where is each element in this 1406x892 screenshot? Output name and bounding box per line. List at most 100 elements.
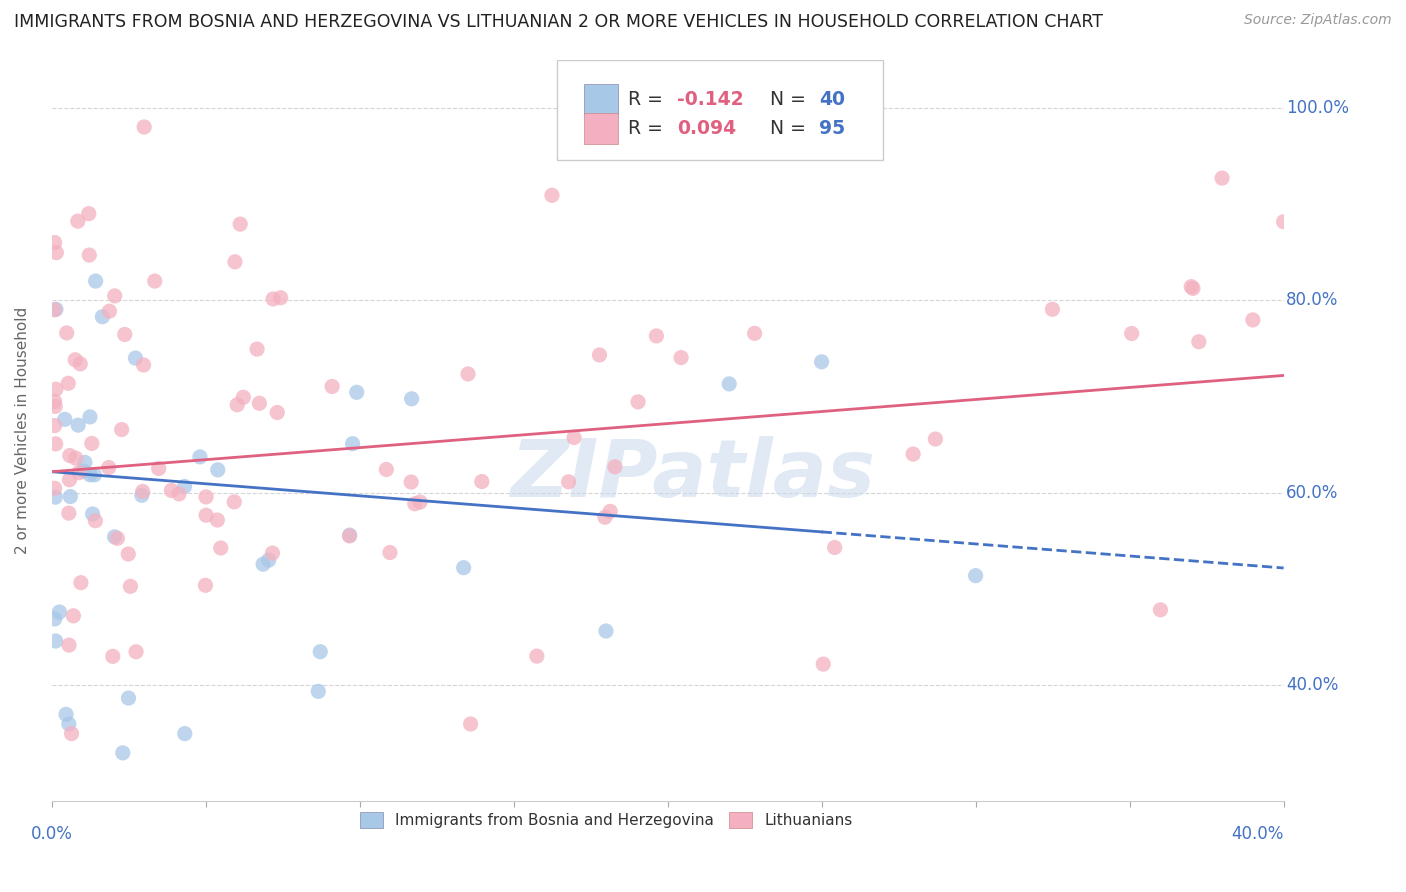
Point	[167, 487, 190, 501]
Point	[44, 481, 66, 495]
Point	[58, 506, 80, 520]
Point	[595, 624, 617, 638]
Point	[65, 352, 87, 367]
Point	[194, 578, 217, 592]
Point	[404, 497, 426, 511]
Point	[58, 638, 80, 652]
Point	[378, 545, 401, 559]
Point	[1042, 302, 1064, 317]
Point	[824, 541, 846, 555]
Point	[224, 495, 246, 509]
Point	[97, 460, 120, 475]
Point	[131, 488, 153, 502]
Text: 40.0%: 40.0%	[1286, 676, 1339, 695]
Point	[173, 726, 195, 740]
FancyBboxPatch shape	[583, 84, 619, 115]
Point	[72, 464, 94, 478]
Point	[53, 412, 76, 426]
Point	[599, 504, 621, 518]
Point	[45, 634, 67, 648]
Point	[188, 450, 211, 464]
Point	[224, 255, 246, 269]
Text: 40: 40	[820, 90, 845, 109]
Text: 0.094: 0.094	[678, 119, 737, 138]
Point	[460, 717, 482, 731]
Point	[59, 449, 82, 463]
Point	[965, 568, 987, 582]
Point	[84, 514, 107, 528]
Point	[342, 436, 364, 450]
Point	[246, 342, 269, 356]
Point	[131, 484, 153, 499]
Point	[79, 467, 101, 482]
Point	[744, 326, 766, 341]
Point	[45, 302, 67, 317]
Point	[471, 475, 494, 489]
Point	[91, 310, 114, 324]
Point	[120, 579, 142, 593]
Point	[173, 479, 195, 493]
Point	[67, 418, 90, 433]
Point	[207, 513, 229, 527]
Point	[1272, 215, 1295, 229]
Point	[62, 608, 84, 623]
Text: N =: N =	[758, 119, 811, 138]
Point	[111, 746, 134, 760]
Point	[77, 207, 100, 221]
Point	[526, 649, 548, 664]
Point	[111, 423, 134, 437]
Point	[117, 691, 139, 706]
Point	[103, 530, 125, 544]
Point	[401, 392, 423, 406]
Point	[266, 405, 288, 419]
Point	[114, 327, 136, 342]
Point	[44, 235, 66, 250]
Legend: Immigrants from Bosnia and Herzegovina, Lithuanians: Immigrants from Bosnia and Herzegovina, …	[353, 806, 859, 834]
Point	[101, 649, 124, 664]
Point	[45, 245, 67, 260]
Point	[718, 376, 741, 391]
Point	[195, 490, 218, 504]
Point	[309, 645, 332, 659]
Point	[457, 367, 479, 381]
Text: 40.0%: 40.0%	[1232, 825, 1284, 843]
Point	[375, 462, 398, 476]
Point	[562, 430, 585, 444]
Point	[813, 657, 835, 672]
Point	[588, 348, 610, 362]
FancyBboxPatch shape	[557, 60, 883, 160]
Point	[80, 436, 103, 450]
Point	[98, 304, 121, 318]
Point	[226, 398, 249, 412]
Text: IMMIGRANTS FROM BOSNIA AND HERZEGOVINA VS LITHUANIAN 2 OR MORE VEHICLES IN HOUSE: IMMIGRANTS FROM BOSNIA AND HERZEGOVINA V…	[14, 13, 1104, 31]
Point	[1149, 603, 1171, 617]
Point	[399, 475, 422, 489]
Point	[160, 483, 183, 498]
Point	[409, 495, 432, 509]
Point	[70, 575, 93, 590]
Point	[44, 400, 66, 414]
Point	[58, 473, 80, 487]
Point	[143, 274, 166, 288]
Point	[1180, 279, 1202, 293]
Point	[83, 467, 105, 482]
Text: 100.0%: 100.0%	[1286, 99, 1350, 117]
Point	[321, 379, 343, 393]
Point	[247, 396, 270, 410]
Point	[44, 302, 66, 317]
Point	[44, 418, 66, 433]
FancyBboxPatch shape	[583, 112, 619, 144]
Text: N =: N =	[758, 90, 811, 109]
Point	[84, 274, 107, 288]
Point	[60, 726, 83, 740]
Point	[73, 455, 96, 469]
Point	[45, 437, 67, 451]
Point	[44, 490, 66, 504]
Text: -0.142: -0.142	[678, 90, 744, 109]
Point	[69, 357, 91, 371]
Point	[45, 382, 67, 396]
Point	[58, 376, 80, 391]
Point	[44, 394, 66, 409]
Point	[44, 612, 66, 626]
Point	[593, 510, 616, 524]
